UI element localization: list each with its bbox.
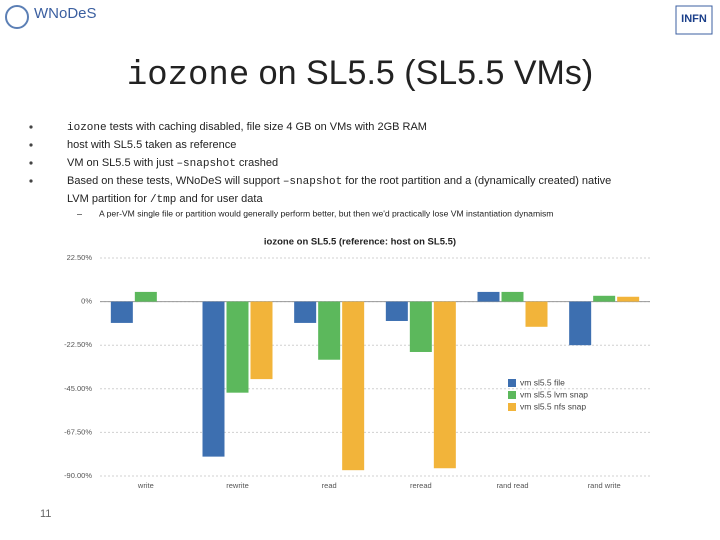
bullet-text: Based on these tests, WNoDeS will suppor…	[67, 175, 611, 188]
bar	[409, 301, 432, 352]
text-part: for the root partition and a (dynamicall…	[342, 175, 611, 187]
x-tick-label: reread	[410, 481, 432, 490]
bar	[617, 296, 640, 302]
y-tick-label: -22.50%	[64, 340, 92, 349]
logo-icon	[5, 5, 29, 29]
bar	[250, 301, 273, 380]
bar	[294, 301, 317, 323]
logo-right-box	[675, 5, 713, 35]
text-part: host with SL5.5 taken as reference	[67, 139, 236, 151]
bar	[569, 301, 592, 346]
text-part: –snapshot	[283, 176, 342, 188]
legend-swatch	[508, 391, 516, 399]
x-tick-label: rand read	[496, 481, 528, 490]
legend-swatch	[508, 403, 516, 411]
x-tick-label: rand write	[588, 481, 621, 490]
text-part: crashed	[236, 157, 278, 169]
legend-label: vm sl5.5 lvm snap	[520, 389, 588, 399]
text-part: LVM partition for	[67, 193, 150, 205]
sub-bullet-dash: –	[77, 208, 82, 218]
x-tick-label: rewrite	[226, 481, 249, 490]
bar	[318, 301, 341, 360]
bullet-text: iozone tests with caching disabled, file…	[67, 121, 427, 134]
text-part: –snapshot	[176, 158, 235, 170]
bullet-text: VM on SL5.5 with just –snapshot crashed	[67, 157, 278, 170]
bar	[202, 301, 225, 457]
y-tick-label: -90.00%	[64, 471, 92, 480]
text-part: on SL5.5 (SL5.5 VMs)	[249, 54, 593, 92]
bar	[433, 301, 456, 469]
bullet-dot	[29, 161, 33, 165]
bullet-dot	[29, 143, 33, 147]
legend-label: vm sl5.5 nfs snap	[520, 401, 586, 411]
text-part: iozone	[127, 57, 249, 95]
y-tick-label: -45.00%	[64, 384, 92, 393]
bar	[342, 301, 365, 471]
x-tick-label: write	[137, 481, 154, 490]
bar	[477, 291, 500, 302]
text-part: Based on these tests, WNoDeS will suppor…	[67, 175, 283, 187]
bar	[226, 301, 249, 393]
text-part: VM on SL5.5 with just	[67, 157, 176, 169]
bar	[134, 291, 157, 302]
y-tick-label: -67.50%	[64, 427, 92, 436]
text-part: and for user data	[176, 193, 263, 205]
slide-title: iozone on SL5.5 (SL5.5 VMs)	[127, 54, 593, 95]
y-tick-label: 0%	[81, 297, 92, 306]
text-part: iozone	[67, 122, 107, 134]
page-number: 11	[40, 508, 51, 520]
text-part: tests with caching disabled, file size 4…	[107, 121, 427, 133]
bullet-dot	[29, 125, 33, 129]
x-tick-label: read	[322, 481, 337, 490]
bullet-text: host with SL5.5 taken as reference	[67, 139, 236, 151]
bar	[385, 301, 408, 321]
bar	[593, 295, 616, 302]
text-part: /tmp	[150, 194, 176, 206]
bar	[110, 301, 133, 323]
bullet-dot	[29, 179, 33, 183]
legend-label: vm sl5.5 file	[520, 377, 565, 387]
legend-swatch	[508, 379, 516, 387]
chart-title: iozone on SL5.5 (reference: host on SL5.…	[264, 237, 456, 248]
sub-bullet-text: A per-VM single file or partition would …	[99, 208, 553, 218]
logo-right: INFN	[681, 13, 707, 25]
y-tick-label: 22.50%	[67, 253, 93, 262]
bar	[525, 301, 548, 327]
bullet-text: LVM partition for /tmp and for user data	[67, 193, 263, 206]
logo: WNoDeS	[34, 5, 97, 22]
bar	[501, 291, 524, 302]
